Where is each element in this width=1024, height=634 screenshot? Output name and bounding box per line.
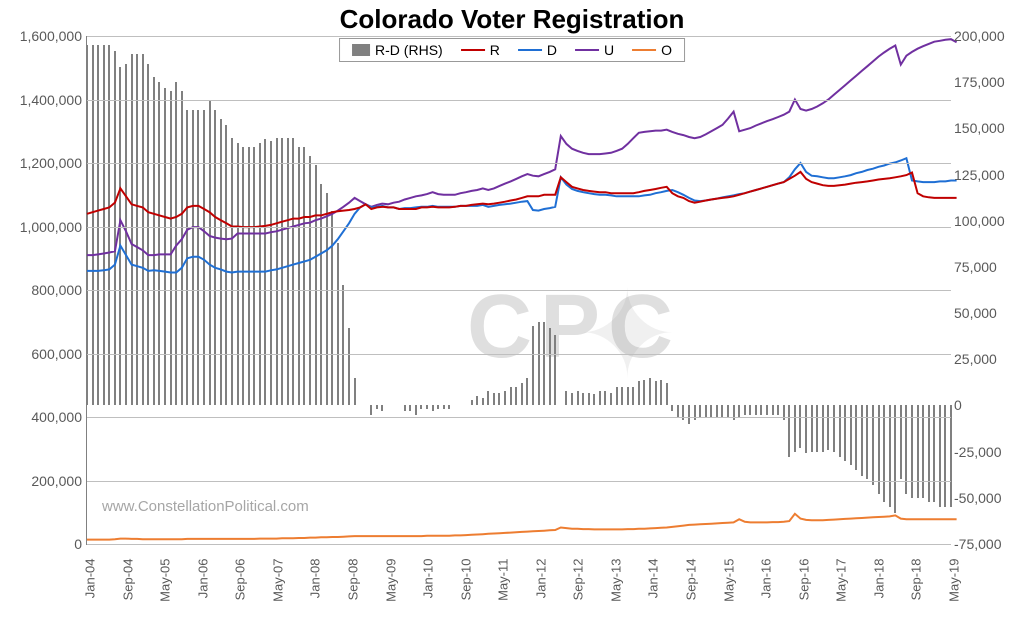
chart-title: Colorado Voter Registration xyxy=(0,4,1024,35)
y-left-tick-label: 800,000 xyxy=(6,282,82,298)
y-left-tick-label: 1,200,000 xyxy=(6,155,82,171)
plot-area: ✦ CPC xyxy=(86,36,951,545)
chart-container: Colorado Voter Registration R-D (RHS) R … xyxy=(0,0,1024,634)
x-tick-label: Jan-06 xyxy=(195,559,210,599)
gridline xyxy=(87,290,951,291)
gridline xyxy=(87,354,951,355)
x-tick-label: Sep-06 xyxy=(233,559,248,601)
x-tick-label: Sep-16 xyxy=(796,559,811,601)
line-path xyxy=(87,172,957,227)
x-axis-labels: Jan-04 Sep-04 May-05 Jan-06 Sep-06 May-07 Jan-… xyxy=(86,547,950,627)
attribution-text: www.ConstellationPolitical.com xyxy=(102,498,309,515)
y-right-tick-label: 175,000 xyxy=(954,74,1005,90)
x-tick-label: Jan-12 xyxy=(533,559,548,599)
x-tick-label: May-17 xyxy=(834,559,849,602)
gridline xyxy=(87,417,951,418)
x-tick-label: May-05 xyxy=(158,559,173,602)
x-tick-label: Jan-04 xyxy=(83,559,98,599)
x-tick-label: Sep-10 xyxy=(458,559,473,601)
y-right-tick-label: 100,000 xyxy=(954,213,1005,229)
x-tick-label: Jan-18 xyxy=(871,559,886,599)
y-right-tick-label: 25,000 xyxy=(954,351,997,367)
y-left-tick-label: 200,000 xyxy=(6,473,82,489)
y-right-tick-label: 0 xyxy=(954,397,962,413)
gridline xyxy=(87,544,951,545)
x-tick-label: Jan-08 xyxy=(308,559,323,599)
x-tick-label: May-11 xyxy=(496,559,511,601)
x-tick-label: Jan-16 xyxy=(759,559,774,599)
y-right-tick-label: -50,000 xyxy=(954,490,1001,506)
x-tick-label: Sep-14 xyxy=(684,559,699,601)
x-tick-label: May-19 xyxy=(947,559,962,602)
x-tick-label: Sep-18 xyxy=(909,559,924,601)
line-path xyxy=(87,39,957,255)
y-right-tick-label: 200,000 xyxy=(954,28,1005,44)
x-tick-label: Jan-14 xyxy=(646,559,661,599)
x-tick-label: May-15 xyxy=(721,559,736,602)
y-left-tick-label: 0 xyxy=(6,536,82,552)
x-tick-label: May-09 xyxy=(383,559,398,602)
y-right-tick-label: 50,000 xyxy=(954,305,997,321)
y-left-tick-label: 600,000 xyxy=(6,346,82,362)
x-tick-label: Jan-10 xyxy=(421,559,436,599)
gridline xyxy=(87,481,951,482)
gridline xyxy=(87,100,951,101)
y-right-tick-label: -25,000 xyxy=(954,444,1001,460)
x-tick-label: Sep-04 xyxy=(120,559,135,601)
y-right-tick-label: 150,000 xyxy=(954,120,1005,136)
line-path xyxy=(87,514,957,540)
gridline xyxy=(87,227,951,228)
gridline xyxy=(87,36,951,37)
y-left-tick-label: 1,000,000 xyxy=(6,219,82,235)
gridline xyxy=(87,163,951,164)
x-tick-label: May-07 xyxy=(270,559,285,602)
y-right-tick-label: -75,000 xyxy=(954,536,1001,552)
y-left-tick-label: 1,600,000 xyxy=(6,28,82,44)
x-tick-label: May-13 xyxy=(608,559,623,602)
y-left-tick-label: 400,000 xyxy=(6,409,82,425)
y-left-tick-label: 1,400,000 xyxy=(6,92,82,108)
y-right-tick-label: 125,000 xyxy=(954,167,1005,183)
x-tick-label: Sep-08 xyxy=(345,559,360,601)
x-tick-label: Sep-12 xyxy=(571,559,586,601)
y-right-tick-label: 75,000 xyxy=(954,259,997,275)
